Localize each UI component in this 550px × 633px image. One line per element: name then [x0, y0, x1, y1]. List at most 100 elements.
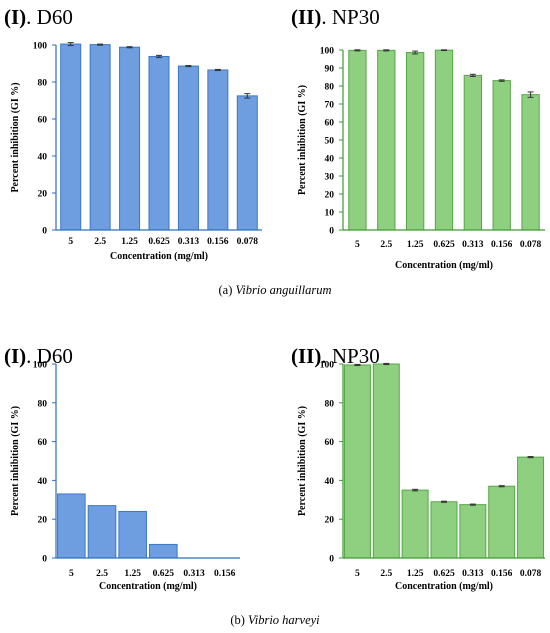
- x-axis-label: Concentration (mg/ml): [110, 251, 208, 262]
- bar: [343, 364, 371, 559]
- caption-species: Vibrio harveyi: [248, 613, 320, 627]
- x-tick-label: 5: [69, 569, 74, 579]
- x-tick-label: 2.5: [380, 569, 392, 579]
- x-tick-label: 0.313: [462, 569, 484, 579]
- y-axis-label: Percent inhibition (GI %): [10, 82, 21, 192]
- y-tick-label: 0: [42, 227, 47, 237]
- panel-name: . D60: [26, 344, 73, 368]
- chart-panel-4: (II). NP30 0 20 40 60 80 100 5 2.5 1.25 0.625 0.313…: [291, 344, 545, 592]
- caption-species: Vibrio anguillarum: [236, 283, 332, 297]
- bar: [149, 543, 178, 559]
- y-tick-label: 60: [38, 438, 48, 448]
- bar: [521, 94, 540, 231]
- bar: [177, 65, 199, 231]
- x-tick-label: 0.313: [183, 569, 205, 579]
- panel-title: (I). D60: [4, 344, 73, 368]
- x-tick-label: 0.156: [207, 237, 229, 247]
- panel-roman: (I): [4, 5, 26, 29]
- x-tick-label: 2.5: [380, 240, 392, 250]
- x-tick-label: 5: [355, 240, 360, 250]
- y-tick-label: 30: [325, 173, 335, 183]
- y-tick-label: 80: [325, 399, 335, 409]
- y-tick-label: 60: [38, 116, 48, 126]
- panel-name: . NP30: [321, 344, 379, 368]
- x-tick-label: 1.25: [124, 569, 141, 579]
- y-tick-label: 0: [329, 555, 334, 565]
- x-tick-label: 0.313: [178, 237, 200, 247]
- x-tick-label: 5: [355, 569, 360, 579]
- caption-prefix: (a): [219, 283, 236, 297]
- y-tick-label: 20: [325, 191, 335, 201]
- bar: [488, 485, 516, 559]
- x-tick-label: 2.5: [94, 237, 106, 247]
- bar: [118, 510, 147, 559]
- panel-title: (II). NP30: [291, 344, 380, 368]
- panel-roman: (II): [291, 344, 321, 368]
- y-tick-label: 40: [325, 155, 335, 165]
- y-tick-label: 20: [325, 516, 335, 526]
- x-axis-label: Concentration (mg/ml): [395, 581, 493, 592]
- x-tick-label: 0.156: [491, 569, 513, 579]
- x-tick-label: 2.5: [96, 569, 108, 579]
- x-tick-label: 0.625: [433, 569, 455, 579]
- x-tick-label: 1.25: [121, 237, 138, 247]
- bar: [207, 69, 229, 231]
- y-tick-label: 50: [325, 137, 335, 147]
- y-tick-label: 100: [320, 47, 335, 57]
- y-tick-label: 100: [320, 361, 335, 371]
- bar: [236, 95, 258, 231]
- chart-panel-1: (I). D60 0 20 40 60 80 100 5 2.5 1.25 0.625 0.313 0.…: [4, 5, 262, 262]
- figure-caption: (a) Vibrio anguillarum: [219, 283, 332, 297]
- panel-title: (II). NP30: [291, 5, 380, 29]
- chart-panel-2: (II). NP30 0 10 20 30 40 50 60 70 80 90 100 5 2.5 1.25…: [291, 5, 545, 271]
- x-tick-label: 0.625: [153, 569, 175, 579]
- y-tick-label: 100: [33, 361, 48, 371]
- y-tick-label: 20: [38, 190, 48, 200]
- x-tick-label: 0.625: [148, 237, 170, 247]
- x-tick-label: 0.156: [214, 569, 236, 579]
- x-tick-label: 0.078: [520, 569, 542, 579]
- bar: [434, 49, 454, 231]
- bar: [372, 363, 400, 559]
- x-tick-label: 0.078: [520, 240, 542, 250]
- y-tick-label: 60: [325, 438, 335, 448]
- bar: [87, 505, 117, 559]
- panel-name: . NP30: [321, 5, 379, 29]
- bar: [463, 74, 483, 231]
- bar: [517, 456, 545, 559]
- x-tick-label: 0.313: [462, 240, 484, 250]
- y-tick-label: 40: [38, 477, 48, 487]
- panel-name: . D60: [26, 5, 73, 29]
- bar: [148, 55, 170, 231]
- bar: [119, 46, 141, 231]
- y-tick-label: 70: [325, 101, 335, 111]
- y-tick-label: 90: [325, 65, 335, 75]
- figure-caption: (b) Vibrio harveyi: [230, 613, 320, 627]
- bar: [377, 49, 396, 231]
- y-tick-label: 40: [325, 477, 335, 487]
- x-tick-label: 1.25: [407, 569, 424, 579]
- x-tick-label: 5: [68, 237, 73, 247]
- x-tick-label: 0.078: [237, 237, 259, 247]
- bar: [60, 43, 82, 231]
- y-axis-label: Percent inhibition (GI %): [10, 406, 21, 516]
- y-tick-label: 80: [38, 399, 48, 409]
- y-tick-label: 80: [38, 79, 48, 89]
- y-tick-label: 80: [325, 83, 335, 93]
- y-tick-label: 20: [38, 516, 48, 526]
- panel-title: (I). D60: [4, 5, 73, 29]
- y-tick-label: 10: [325, 209, 335, 219]
- y-tick-label: 40: [38, 153, 48, 163]
- y-tick-label: 0: [42, 555, 47, 565]
- y-tick-label: 0: [329, 227, 334, 237]
- y-axis-label: Percent inhibition (GI %): [297, 85, 308, 195]
- y-axis-label: Percent inhibition (GI %): [297, 406, 308, 516]
- caption-prefix: (b): [230, 613, 248, 627]
- bar: [57, 493, 86, 559]
- y-tick-label: 60: [325, 119, 335, 129]
- chart-panel-3: (I). D60 0 20 40 60 80 100 5 2.5 1.25 0.625 0.313 0.…: [4, 344, 240, 592]
- bar: [430, 501, 458, 559]
- bar: [348, 49, 367, 231]
- bar: [405, 52, 425, 231]
